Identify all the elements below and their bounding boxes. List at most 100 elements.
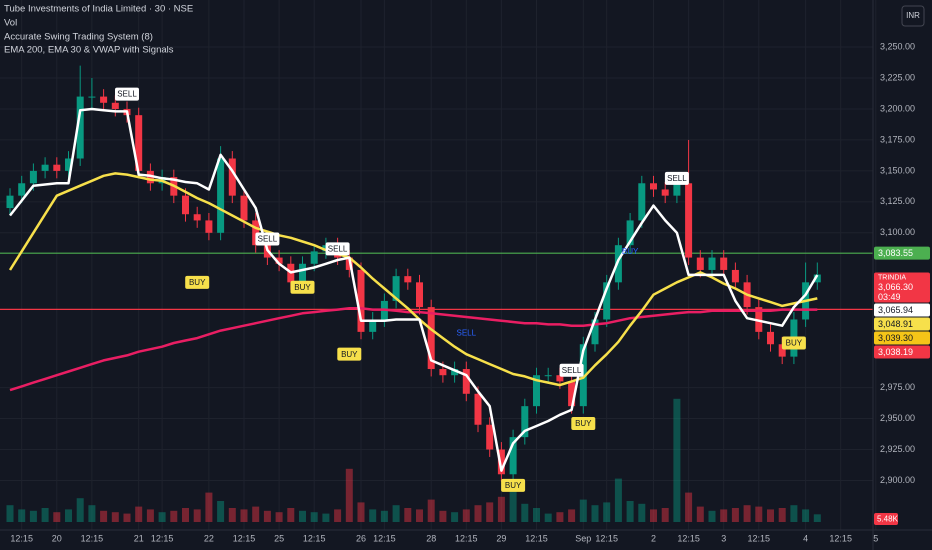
candle-body — [778, 344, 786, 357]
x-tick-label: 29 — [496, 533, 506, 543]
x-tick-label: 12:15 — [233, 533, 256, 543]
price-label-box — [874, 246, 930, 260]
volume-bar — [158, 512, 166, 522]
volume-bar — [521, 503, 529, 522]
candle-body — [650, 183, 657, 190]
x-tick-label: 2 — [651, 533, 656, 543]
signal-box — [501, 478, 526, 492]
indicator-line — [9, 107, 819, 472]
x-tick-label: 12:15 — [81, 533, 104, 543]
x-tick-label: 12:15 — [595, 533, 618, 543]
candle-body — [661, 189, 669, 196]
x-tick-label: 25 — [274, 533, 284, 543]
x-tick-label: Sep — [575, 533, 591, 543]
x-tick-label: 21 — [134, 533, 144, 543]
candle-body — [638, 183, 646, 221]
volume-bar — [802, 509, 810, 522]
x-tick-label: 12:15 — [455, 533, 478, 543]
signal-box — [255, 232, 280, 246]
signal-box — [664, 171, 689, 185]
price-label-box — [874, 345, 930, 359]
candle-body — [685, 183, 693, 258]
y-tick-label: 2,900.00 — [880, 475, 915, 485]
volume-bar — [509, 488, 517, 522]
candle-body — [357, 269, 365, 332]
volume-bar — [427, 499, 435, 522]
currency-label[interactable]: INR — [906, 11, 920, 20]
volume-bar — [228, 508, 236, 522]
volume-bar — [41, 508, 49, 522]
volume-bar — [6, 505, 14, 522]
candle-body — [696, 257, 704, 270]
y-tick-label: 3,100.00 — [880, 227, 915, 237]
volume-bar — [720, 509, 728, 522]
volume-bar — [638, 503, 646, 522]
price-label: 3,048.91 — [878, 319, 913, 329]
x-tick-label: 3 — [721, 533, 726, 543]
symbol-label: TRINDIA — [878, 274, 906, 281]
volume-bar — [568, 509, 576, 522]
countdown-label: 03:49 — [878, 292, 901, 302]
signal-box — [781, 336, 806, 350]
signal-label: SELL — [667, 174, 687, 183]
candle-body — [509, 437, 517, 475]
candle-body — [708, 257, 716, 270]
candle-body — [497, 449, 505, 475]
volume-bar — [275, 512, 283, 522]
candle-body — [568, 381, 576, 407]
candle-body — [673, 183, 681, 196]
volume-bar — [416, 509, 423, 522]
candle-body — [135, 115, 143, 171]
price-label: 3,083.55 — [878, 248, 913, 258]
candle-body — [146, 170, 154, 184]
currency-button[interactable] — [901, 5, 925, 27]
candle-body — [41, 164, 49, 171]
volume-bar — [217, 501, 225, 522]
signal-box — [571, 417, 596, 431]
x-tick-label: 5 — [873, 533, 878, 543]
candle-body — [252, 220, 260, 246]
volume-bar — [135, 506, 143, 522]
price-label-box — [874, 272, 930, 303]
candle-body — [591, 319, 599, 345]
x-tick-label: 12:15 — [748, 533, 771, 543]
candle-body — [100, 96, 108, 103]
candle-body — [731, 269, 739, 283]
signal-box — [115, 87, 139, 101]
volume-bar — [100, 510, 108, 522]
x-tick-label: 12:15 — [10, 533, 33, 543]
price-label-box — [874, 331, 930, 345]
y-tick-label: 3,175.00 — [880, 134, 915, 144]
x-tick-label: 20 — [52, 533, 62, 543]
candle-body — [76, 96, 84, 159]
volume-label-box — [874, 513, 898, 525]
volume-bar — [345, 468, 353, 522]
candle-body — [65, 158, 72, 171]
volume-bar — [767, 509, 774, 522]
volume-bar — [474, 505, 482, 522]
signal-label: BUY — [341, 350, 358, 359]
y-tick-label: 3,125.00 — [880, 196, 915, 206]
volume-bar — [497, 496, 505, 522]
x-tick-label: 12:15 — [373, 533, 396, 543]
volume-bar — [205, 492, 213, 522]
grid — [0, 0, 877, 530]
volume-bar — [193, 509, 201, 522]
x-tick-label: 12:15 — [829, 533, 852, 543]
candle-body — [299, 263, 306, 283]
signal-label: BUY — [505, 481, 522, 490]
x-tick-label: 26 — [356, 533, 366, 543]
volume-bar — [556, 512, 564, 522]
volume-bar — [65, 509, 72, 522]
indicator-line — [9, 307, 818, 392]
x-tick-label: 12:15 — [677, 533, 700, 543]
candle-body — [614, 245, 622, 283]
volume-bar — [685, 492, 693, 522]
y-tick-label: 2,925.00 — [880, 444, 915, 454]
candle-body — [88, 96, 96, 98]
price-label-box — [874, 303, 930, 317]
candle-body — [416, 282, 423, 308]
volume-bar — [533, 508, 540, 522]
candle-body — [392, 276, 400, 301]
volume — [6, 398, 821, 522]
